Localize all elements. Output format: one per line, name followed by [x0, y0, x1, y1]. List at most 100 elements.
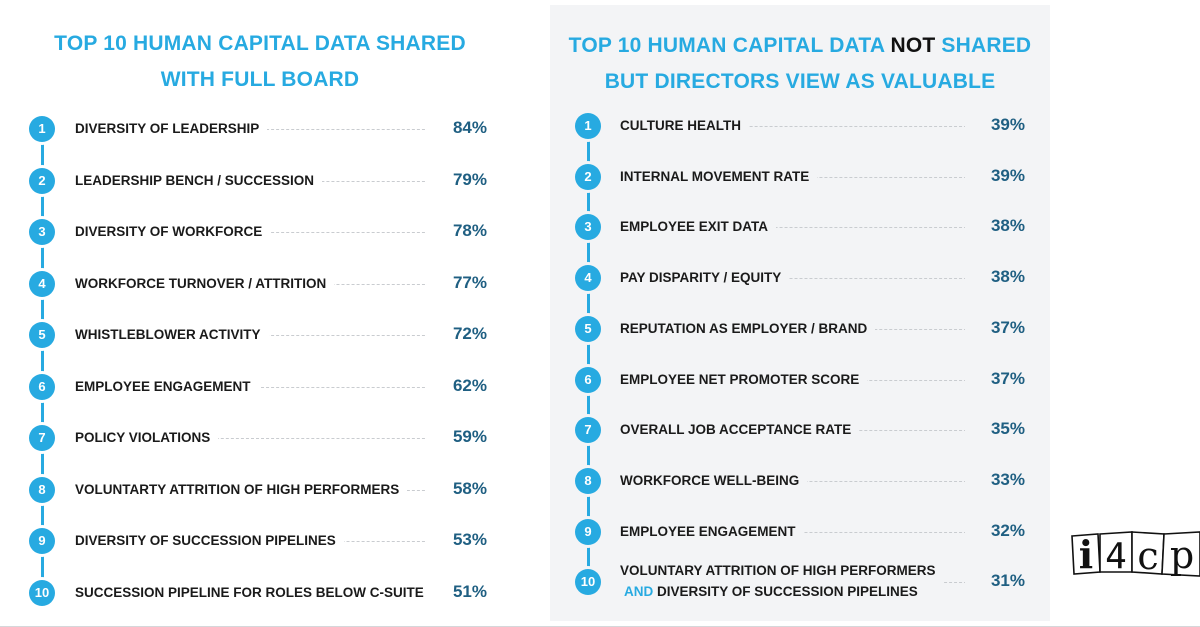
right-title-line-1: TOP 10 HUMAN CAPITAL DATA NOT SHARED — [550, 28, 1050, 64]
list-item: 1 CULTURE HEALTH 39% — [550, 111, 1050, 141]
item-label: OVERALL JOB ACCEPTANCE RATE — [620, 422, 860, 438]
list-item: 9 EMPLOYEE ENGAGEMENT 32% — [550, 517, 1050, 547]
right-title-not: NOT — [890, 34, 936, 57]
left-title-line-2: WITH FULL BOARD — [160, 68, 360, 91]
item-label: DIVERSITY OF LEADERSHIP — [75, 121, 268, 136]
item-label: SUCCESSION PIPELINE FOR ROLES BELOW C-SU… — [75, 584, 432, 600]
rank-badge: 1 — [29, 116, 55, 142]
item-label: WHISTLEBLOWER ACTIVITY — [75, 327, 269, 342]
svg-text:c: c — [1137, 534, 1158, 578]
left-ranked-list: 1 DIVERSITY OF LEADERSHIP 84% 2 LEADERSHIP B… — [0, 0, 520, 627]
rank-badge: 7 — [29, 425, 55, 451]
list-item: 8 WORKFORCE WELL-BEING 33% — [550, 466, 1050, 496]
i4cp-logo: i 4 c p — [1071, 531, 1200, 578]
svg-text:p: p — [1170, 533, 1194, 577]
svg-text:4: 4 — [1105, 536, 1127, 577]
rank-badge: 5 — [575, 315, 601, 342]
item-label: VOLUNTARTY ATTRITION OF HIGH PERFORMERS — [75, 481, 408, 497]
right-title-line-2: BUT DIRECTORS VIEW AS VALUABLE — [604, 70, 996, 93]
percent-value: 84% — [427, 118, 487, 138]
item-label-line-2: AND DIVERSITY OF SUCCESSION PIPELINES — [620, 581, 936, 602]
dotted-leader — [625, 126, 972, 127]
item-label: INTERNAL MOVEMENT RATE — [620, 168, 818, 184]
percent-value: 51% — [427, 581, 487, 602]
list-item: 2 INTERNAL MOVEMENT RATE 39% — [550, 162, 1050, 192]
dotted-leader — [80, 438, 435, 439]
percent-value: 38% — [965, 216, 1025, 237]
item-label: EMPLOYEE EXIT DATA — [620, 219, 777, 235]
rank-badge: 4 — [575, 265, 601, 292]
rank-badge: 6 — [29, 373, 55, 400]
percent-value: 32% — [965, 520, 1025, 541]
dotted-leader — [625, 227, 972, 229]
left-title-line-1: TOP 10 HUMAN CAPITAL DATA SHARED — [54, 32, 466, 55]
list-item: 2 LEADERSHIP BENCH / SUCCESSION 79% — [0, 166, 520, 196]
percent-value: 38% — [965, 267, 1025, 288]
rank-badge: 9 — [29, 528, 55, 554]
item-label: EMPLOYEE ENGAGEMENT — [75, 378, 259, 394]
rank-badge: 7 — [575, 417, 601, 444]
rank-badge: 10 — [575, 569, 601, 596]
percent-value: 78% — [427, 221, 487, 241]
percent-value: 35% — [965, 419, 1025, 440]
right-timeline — [587, 131, 590, 583]
rank-badge: 4 — [29, 270, 55, 297]
item-label: WORKFORCE WELL-BEING — [620, 472, 808, 488]
item-label: POLICY VIOLATIONS — [75, 430, 219, 445]
rank-badge: 5 — [29, 322, 55, 348]
right-title-part-c: SHARED — [935, 34, 1032, 57]
percent-value: 58% — [427, 478, 487, 499]
percent-value: 33% — [965, 469, 1025, 490]
rank-badge: 10 — [29, 579, 55, 606]
item-label: EMPLOYEE NET PROMOTER SCORE — [620, 371, 868, 387]
left-timeline — [41, 130, 44, 590]
item-label-line-1: VOLUNTARY ATTRITION OF HIGH PERFORMERS — [620, 563, 936, 579]
item-label: REPUTATION AS EMPLOYER / BRAND — [620, 320, 876, 336]
percent-value: 59% — [427, 427, 487, 447]
rank-badge: 1 — [575, 113, 601, 139]
rank-badge: 3 — [29, 219, 55, 245]
list-item: 6 EMPLOYEE ENGAGEMENT 62% — [0, 372, 520, 402]
item-label-and: AND — [624, 584, 654, 600]
item-label: CULTURE HEALTH — [620, 118, 749, 133]
list-item: 5 REPUTATION AS EMPLOYER / BRAND 37% — [550, 314, 1050, 344]
list-item: 6 EMPLOYEE NET PROMOTER SCORE 37% — [550, 365, 1050, 395]
right-panel: TOP 10 HUMAN CAPITAL DATA NOT SHARED BUT… — [550, 5, 1050, 621]
item-label: DIVERSITY OF WORKFORCE — [75, 224, 271, 239]
percent-value: 77% — [427, 272, 487, 293]
item-label: PAY DISPARITY / EQUITY — [620, 270, 790, 286]
right-title-part-a: TOP 10 HUMAN CAPITAL DATA — [568, 34, 891, 57]
percent-value: 39% — [965, 115, 1025, 135]
percent-value: 31% — [965, 571, 1025, 592]
rank-badge: 2 — [575, 163, 601, 190]
percent-value: 39% — [965, 165, 1025, 186]
item-label-rest: DIVERSITY OF SUCCESSION PIPELINES — [653, 584, 918, 600]
left-panel-title: TOP 10 HUMAN CAPITAL DATA SHARED WITH FU… — [0, 26, 520, 98]
percent-value: 37% — [965, 317, 1025, 338]
right-panel-title: TOP 10 HUMAN CAPITAL DATA NOT SHARED BUT… — [550, 28, 1050, 100]
list-item: 7 OVERALL JOB ACCEPTANCE RATE 35% — [550, 415, 1050, 445]
left-panel: TOP 10 HUMAN CAPITAL DATA SHARED WITH FU… — [0, 0, 520, 627]
rank-badge: 8 — [575, 467, 601, 494]
item-label: DIVERSITY OF SUCCESSION PIPELINES — [75, 533, 344, 548]
rank-badge: 9 — [575, 518, 601, 545]
right-ranked-list: 1 CULTURE HEALTH 39% 2 INTERNAL MOVEMENT RAT… — [550, 5, 1050, 621]
percent-value: 37% — [965, 368, 1025, 389]
list-item: 4 WORKFORCE TURNOVER / ATTRITION 77% — [0, 269, 520, 299]
list-item: 4 PAY DISPARITY / EQUITY 38% — [550, 263, 1050, 293]
item-label: VOLUNTARY ATTRITION OF HIGH PERFORMERS AN… — [620, 560, 944, 603]
item-label: WORKFORCE TURNOVER / ATTRITION — [75, 275, 335, 291]
rank-badge: 2 — [29, 167, 55, 194]
item-label: LEADERSHIP BENCH / SUCCESSION — [75, 172, 323, 188]
rank-badge: 8 — [29, 476, 55, 503]
list-item: 1 DIVERSITY OF LEADERSHIP 84% — [0, 114, 520, 144]
dotted-leader — [625, 278, 972, 280]
percent-value: 53% — [427, 530, 487, 550]
list-item: 8 VOLUNTARTY ATTRITION OF HIGH PERFORMERS… — [0, 475, 520, 505]
list-item: 3 EMPLOYEE EXIT DATA 38% — [550, 212, 1050, 242]
percent-value: 62% — [427, 375, 487, 396]
list-item: 5 WHISTLEBLOWER ACTIVITY 72% — [0, 320, 520, 350]
percent-value: 79% — [427, 169, 487, 190]
rank-badge: 6 — [575, 366, 601, 393]
item-label: EMPLOYEE ENGAGEMENT — [620, 523, 804, 539]
